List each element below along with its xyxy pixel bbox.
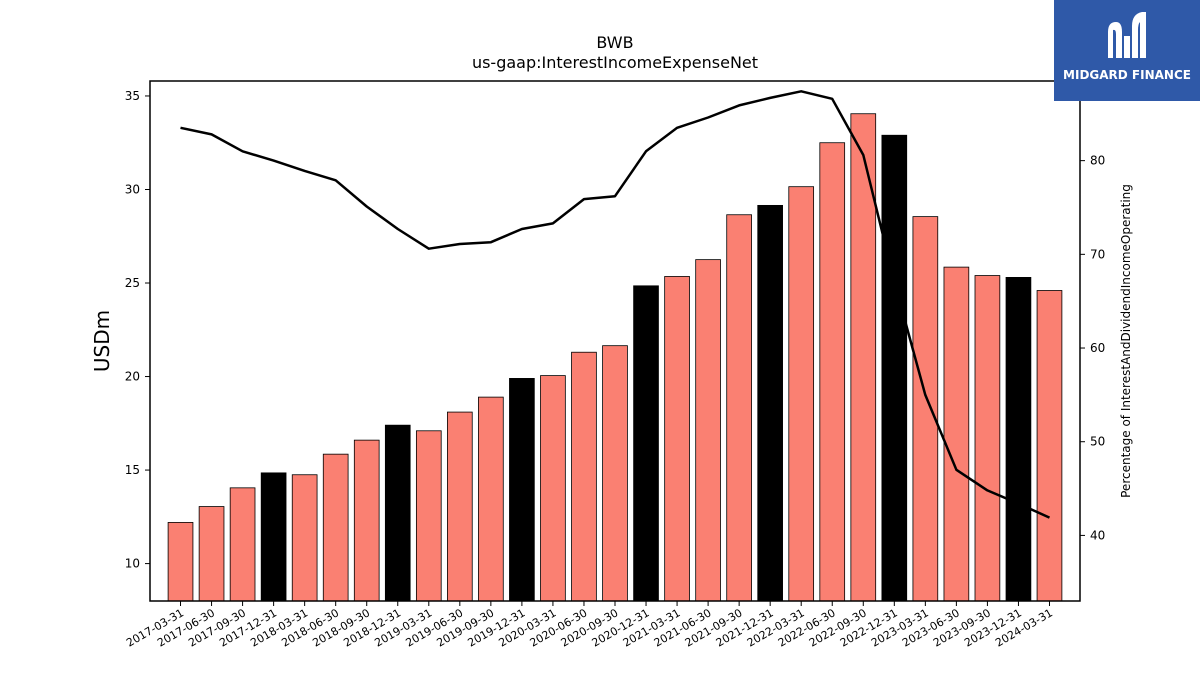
bar-2021-06-30: [695, 259, 721, 602]
y-tick-label: 35: [125, 89, 140, 103]
bar-2019-12-31: [509, 378, 535, 602]
bar-2021-03-31: [664, 276, 690, 602]
bar-2020-12-31: [633, 285, 659, 602]
bar-2020-03-31: [540, 375, 566, 602]
bar-2023-09-30: [974, 275, 1001, 602]
bar-2017-06-30: [198, 506, 225, 602]
bar-2017-12-31: [260, 472, 287, 602]
y-tick-label: 15: [125, 463, 140, 477]
x-axis-ticks: 2017-03-312017-06-302017-09-302017-12-31…: [124, 601, 1055, 650]
left-axis-ticks: 10 15 20 25 30 35: [125, 89, 150, 571]
bar-2023-12-31: [1005, 277, 1032, 602]
bar-2019-06-30: [447, 411, 473, 602]
bar-2020-09-30: [602, 345, 628, 602]
bar-2022-09-30: [850, 113, 877, 602]
bar-2018-03-31: [291, 474, 318, 602]
bar-2020-06-30: [571, 351, 597, 602]
chart-title: BWB: [596, 33, 633, 52]
bar-series: [167, 113, 1063, 602]
y2-tick-label: 70: [1090, 247, 1105, 261]
bar-2024-03-31: [1036, 290, 1063, 602]
bar-2019-03-31: [415, 430, 442, 602]
y2-tick-label: 80: [1090, 154, 1105, 168]
midgard-finance-logo: MIDGARD FINANCE: [1054, 0, 1200, 101]
line-series-layer: [180, 90, 1051, 519]
y-tick-label: 10: [125, 557, 140, 571]
bar-2021-09-30: [726, 214, 752, 602]
bar-2019-09-30: [478, 396, 504, 602]
y-tick-label: 20: [125, 370, 140, 384]
chart-subtitle: us-gaap:InterestIncomeExpenseNet: [472, 53, 758, 72]
y2-tick-label: 50: [1090, 435, 1105, 449]
midgard-logo-icon: [1108, 12, 1146, 58]
bar-2018-06-30: [322, 453, 349, 602]
y-axis-label-right: Percentage of InterestAndDividendIncomeO…: [1119, 184, 1133, 498]
y-tick-label: 30: [125, 182, 140, 196]
bar-2022-12-31: [881, 134, 908, 602]
y-tick-label: 25: [125, 276, 140, 290]
bar-2017-03-31: [167, 522, 194, 602]
bar-2017-09-30: [229, 487, 256, 602]
bar-2022-03-31: [788, 186, 815, 602]
right-axis-ticks: 40 50 60 70 80: [1080, 154, 1105, 542]
bar-2022-06-30: [819, 142, 846, 602]
y2-tick-label: 60: [1090, 341, 1105, 355]
bar-2018-12-31: [384, 424, 411, 602]
bar-2023-03-31: [912, 216, 939, 602]
bar-2018-09-30: [353, 439, 380, 602]
y2-tick-label: 40: [1090, 528, 1105, 542]
y-axis-label-left: USDm: [90, 310, 114, 372]
percentage-line: [180, 90, 1051, 519]
bar-2021-12-31: [757, 204, 783, 602]
logo-text: MIDGARD FINANCE: [1063, 68, 1191, 82]
bar-2023-06-30: [943, 266, 970, 602]
